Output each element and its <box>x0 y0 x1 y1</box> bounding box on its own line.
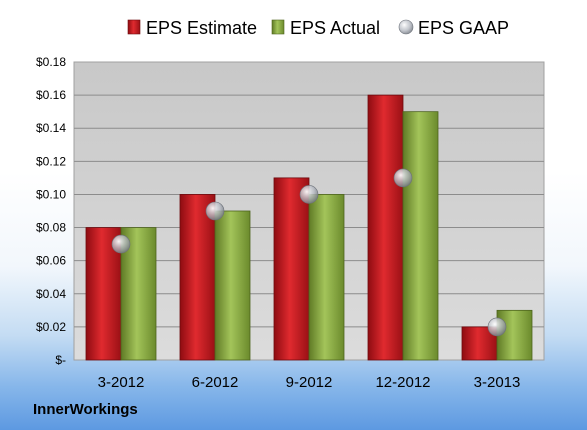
legend: EPS Estimate EPS Actual EPS GAAP <box>127 18 509 38</box>
legend-label: EPS GAAP <box>418 18 509 38</box>
y-tick-label: $- <box>55 353 66 367</box>
legend-label: EPS Actual <box>290 18 380 38</box>
y-tick-label: $0.04 <box>36 287 66 301</box>
marker-eps-gaap <box>393 168 413 188</box>
company-name: InnerWorkings <box>33 401 138 418</box>
y-axis-ticks: $- $0.02 $0.04 $0.06 $0.08 $0.10 $0.12 $0.14 $0.… <box>36 55 66 367</box>
legend-label: EPS Estimate <box>146 18 257 38</box>
bar-eps-estimate <box>179 194 216 361</box>
x-tick-label: 12-2012 <box>375 374 430 391</box>
y-tick-label: $0.12 <box>36 154 66 168</box>
y-tick-label: $0.02 <box>36 320 66 334</box>
bar-eps-estimate <box>273 177 310 361</box>
x-tick-label: 9-2012 <box>286 374 333 391</box>
y-tick-label: $0.14 <box>36 121 66 135</box>
y-tick-label: $0.08 <box>36 221 66 235</box>
x-axis-ticks: 3-2012 6-2012 9-2012 12-2012 3-2013 <box>98 374 521 391</box>
y-tick-label: $0.06 <box>36 254 66 268</box>
marker-eps-gaap <box>299 185 319 204</box>
legend-swatch <box>127 19 141 35</box>
gaap-markers <box>111 168 507 337</box>
x-tick-label: 3-2012 <box>98 374 145 391</box>
legend-swatch <box>271 19 285 35</box>
x-tick-label: 3-2013 <box>474 374 521 391</box>
bar-eps-actual <box>402 111 439 361</box>
legend-swatch <box>398 19 414 35</box>
bars <box>85 94 533 361</box>
marker-eps-gaap <box>205 201 225 221</box>
marker-eps-gaap <box>111 234 131 254</box>
bar-eps-actual <box>214 210 251 361</box>
y-tick-label: $0.18 <box>36 55 66 69</box>
bar-eps-actual <box>496 309 533 361</box>
x-tick-label: 6-2012 <box>192 374 239 391</box>
y-tick-label: $0.16 <box>36 88 66 102</box>
bar-eps-actual <box>308 194 345 361</box>
y-tick-label: $0.10 <box>36 187 66 201</box>
marker-eps-gaap <box>487 317 507 337</box>
bar-eps-estimate <box>367 94 404 361</box>
